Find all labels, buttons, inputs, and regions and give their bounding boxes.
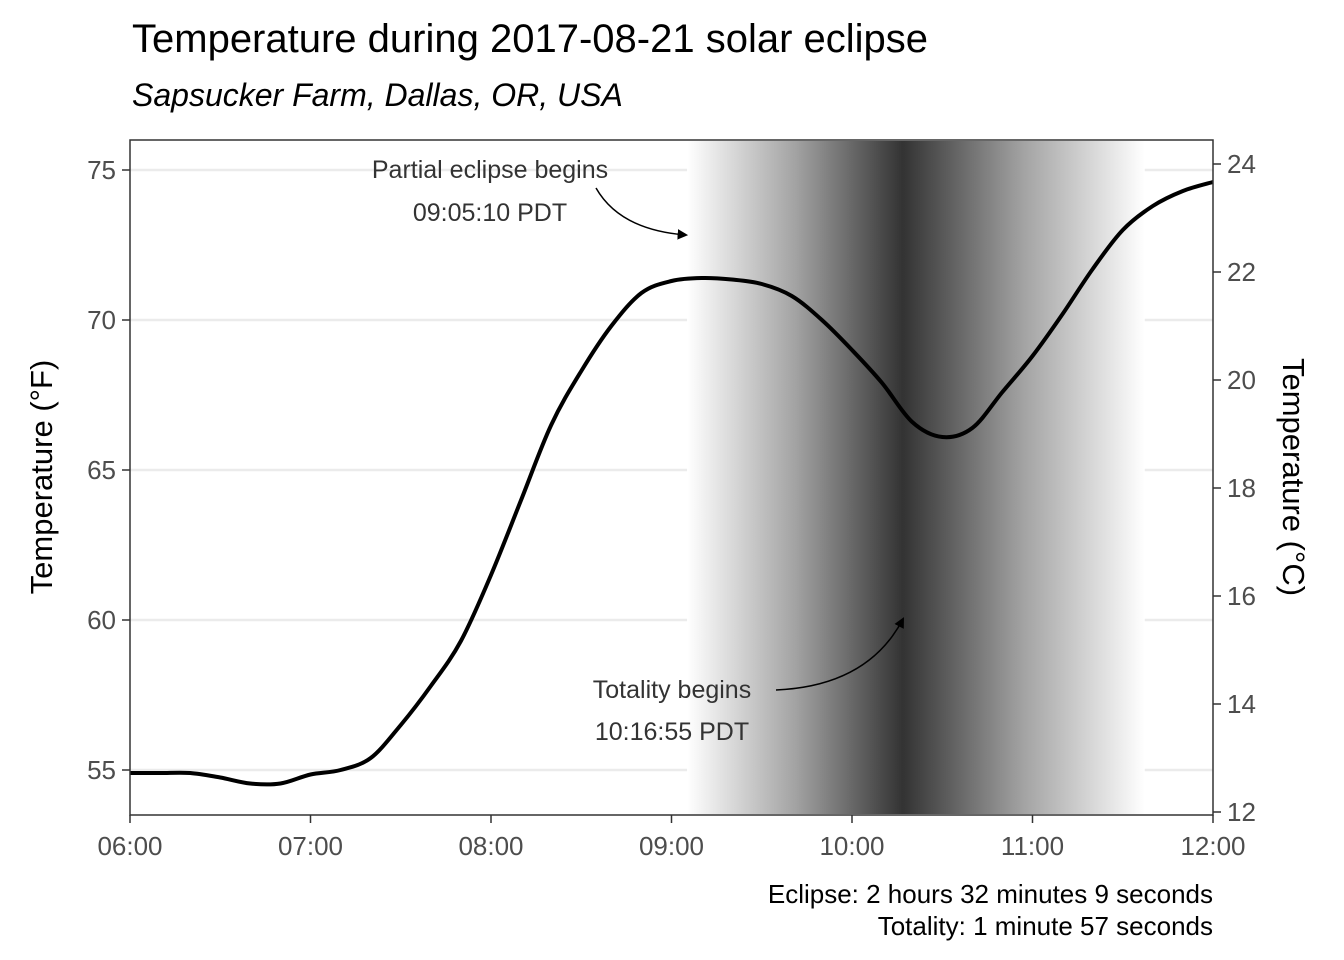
x-tick-label: 08:00 — [458, 831, 523, 861]
annotation-totality-line2: 10:16:55 PDT — [595, 718, 749, 746]
y-right-tick-label: 14 — [1227, 689, 1256, 719]
caption-eclipse: Eclipse: 2 hours 32 minutes 9 seconds — [768, 879, 1213, 909]
chart-title: Temperature during 2017-08-21 solar ecli… — [132, 17, 928, 61]
x-tick-label: 11:00 — [1001, 831, 1064, 861]
annotation-partial-line1: Partial eclipse begins — [372, 156, 608, 184]
eclipse-shading — [687, 141, 1145, 814]
y-right-tick-label: 22 — [1227, 257, 1256, 287]
y-left-tick-label: 75 — [87, 155, 116, 185]
y-right-tick-label: 20 — [1227, 365, 1256, 395]
x-tick-label: 07:00 — [278, 831, 343, 861]
y-axis-left: 55 60 65 70 75 — [87, 155, 130, 785]
annotation-totality: Totality begins 10:16:55 PDT — [593, 617, 904, 746]
annotation-partial: Partial eclipse begins 09:05:10 PDT — [372, 156, 689, 240]
y-right-tick-label: 12 — [1227, 797, 1256, 827]
y-right-tick-label: 16 — [1227, 581, 1256, 611]
y-right-tick-label: 24 — [1227, 149, 1256, 179]
annotation-totality-line1: Totality begins — [593, 676, 751, 704]
y-axis-left-title: Temperature (°F) — [24, 360, 59, 595]
gridlines — [130, 168, 1213, 772]
x-axis: 06:00 07:00 08:00 09:00 10:00 11:00 12:00 — [97, 815, 1246, 861]
x-tick-label: 12:00 — [1180, 831, 1245, 861]
caption-totality: Totality: 1 minute 57 seconds — [878, 911, 1213, 941]
y-left-tick-label: 55 — [87, 755, 116, 785]
annotation-partial-line2: 09:05:10 PDT — [413, 199, 567, 227]
y-left-tick-label: 60 — [87, 605, 116, 635]
y-right-tick-label: 18 — [1227, 473, 1256, 503]
y-left-tick-label: 70 — [87, 305, 116, 335]
y-axis-right-title: Temperature (°C) — [1276, 358, 1311, 596]
annotation-partial-arrow — [595, 187, 689, 240]
x-tick-label: 06:00 — [97, 831, 162, 861]
y-left-tick-label: 65 — [87, 455, 116, 485]
temperature-line — [130, 180, 1214, 787]
annotation-totality-arrow — [775, 617, 904, 691]
x-tick-label: 09:00 — [639, 831, 704, 861]
y-axis-right: 12 14 16 18 20 22 24 — [1213, 149, 1256, 827]
chart-subtitle: Sapsucker Farm, Dallas, OR, USA — [132, 77, 623, 113]
plot-area — [129, 139, 1214, 816]
x-tick-label: 10:00 — [819, 831, 884, 861]
